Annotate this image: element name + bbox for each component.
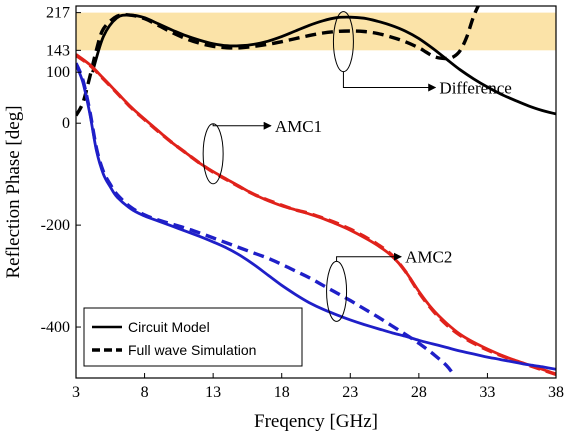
y-tick-label: -400 bbox=[41, 319, 70, 336]
legend: Circuit Model Full wave Simulation bbox=[83, 307, 303, 367]
legend-label-circuit-model: Circuit Model bbox=[128, 319, 210, 335]
legend-box bbox=[83, 307, 303, 367]
legend-label-full-wave-simulation: Full wave Simulation bbox=[128, 342, 256, 358]
y-tick-label: -200 bbox=[41, 217, 70, 234]
x-tick-label: 38 bbox=[548, 384, 564, 401]
series-line-difference-full-wave-simulation bbox=[76, 6, 481, 117]
series-line-amc2-full-wave-simulation bbox=[76, 62, 455, 375]
annotation-difference-label: Difference bbox=[439, 79, 511, 98]
x-axis-label: Freqency [GHz] bbox=[254, 411, 378, 432]
y-tick-label: 0 bbox=[62, 115, 70, 132]
x-tick-label: 8 bbox=[141, 384, 149, 401]
annotation-amc2-arrow bbox=[336, 252, 402, 262]
x-tick-label: 23 bbox=[342, 384, 358, 401]
y-tick-label: 217 bbox=[46, 5, 70, 22]
series-line-difference-circuit-model bbox=[91, 13, 556, 116]
x-tick-label: 28 bbox=[411, 384, 427, 401]
x-tick-label: 33 bbox=[479, 384, 495, 401]
annotation-difference-arrow bbox=[342, 71, 437, 92]
annotation-amc2-label: AMC2 bbox=[405, 248, 452, 267]
x-tick-label: 18 bbox=[274, 384, 290, 401]
plot-frame bbox=[75, 5, 557, 379]
target-phase-band bbox=[76, 12, 556, 51]
series-layer bbox=[76, 6, 556, 377]
phase-band-layer bbox=[76, 12, 556, 51]
annotation-amc1-ellipse bbox=[202, 123, 224, 185]
y-tick-label: 143 bbox=[46, 42, 70, 59]
x-tick-label: 13 bbox=[205, 384, 221, 401]
annotation-amc1-arrow bbox=[212, 121, 272, 130]
y-tick-label: 100 bbox=[46, 64, 70, 81]
annotation-layer: Difference AMC1 AMC2 bbox=[202, 11, 512, 322]
x-tick-label: 3 bbox=[72, 384, 80, 401]
annotation-amc1-label: AMC1 bbox=[275, 117, 322, 136]
y-axis-label: Reflection Phase [deg] bbox=[3, 105, 24, 278]
series-line-amc1-full-wave-simulation bbox=[76, 53, 556, 377]
